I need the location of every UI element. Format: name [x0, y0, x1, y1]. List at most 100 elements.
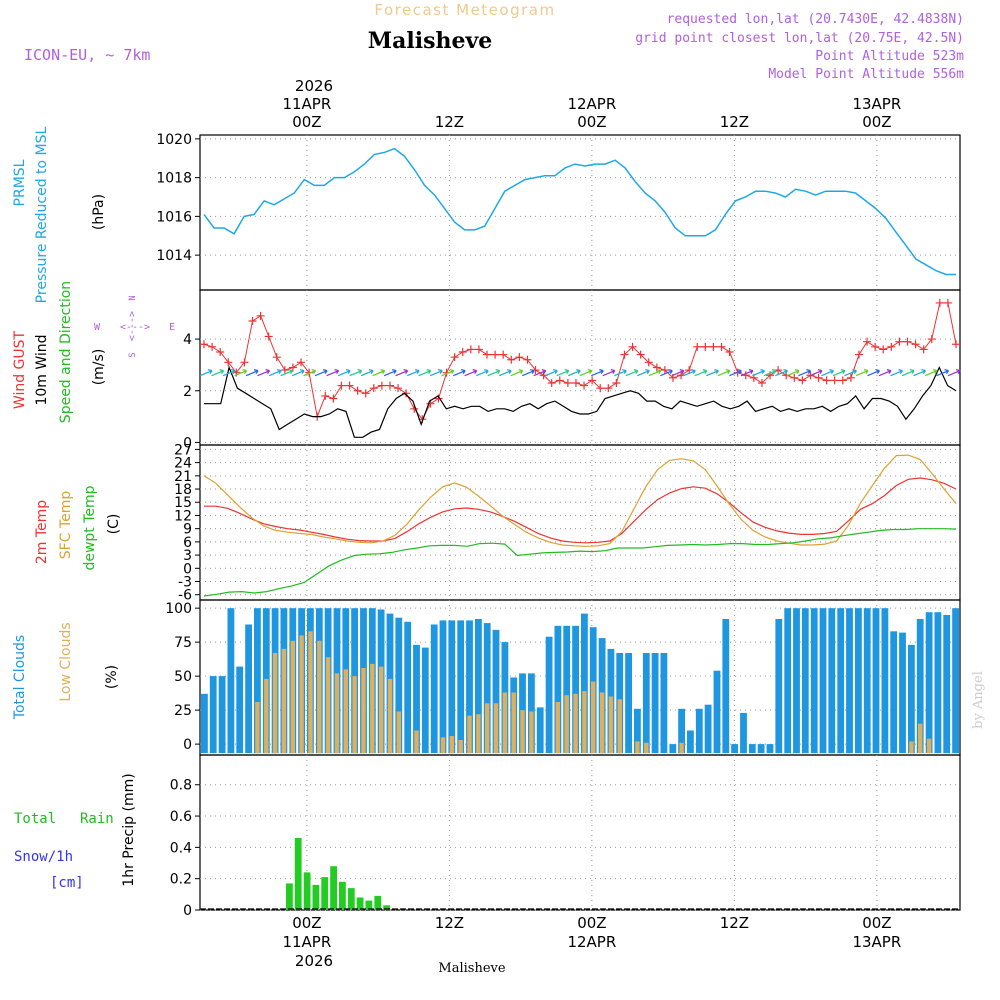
total-cloud-bar [784, 608, 792, 754]
wind-direction-arrow [694, 369, 708, 377]
wind-direction-arrow [280, 369, 294, 377]
panel-frame [199, 289, 961, 446]
wind-direction-arrow [567, 369, 581, 377]
gust-marker [919, 345, 928, 354]
y-tick-label: 1020 [156, 132, 192, 148]
top-date-label: 13APR [852, 95, 901, 113]
gust-marker [620, 350, 629, 359]
total-cloud-bar [863, 608, 871, 754]
y-tick-label: 0 [183, 561, 192, 577]
p1-unit: (hPa) [91, 194, 107, 230]
pressure-line [203, 147, 956, 276]
gust-marker [854, 350, 863, 359]
total-cloud-bar [908, 644, 915, 754]
y-tick-label: 18 [174, 482, 192, 498]
wind-direction-arrow [314, 369, 328, 377]
low-cloud-bar [926, 738, 932, 754]
gust-marker [790, 373, 799, 382]
total-cloud-bar [687, 730, 694, 754]
y-tick-label: 0 [183, 903, 192, 919]
wind-direction-arrow [521, 369, 535, 377]
gust-marker [887, 342, 896, 351]
gust-marker [604, 384, 613, 393]
low-cloud-bar [396, 711, 401, 754]
rain-bar [312, 884, 320, 910]
total-cloud-bar [404, 621, 412, 754]
p3-label-2m: 2m Temp [34, 500, 50, 564]
total-cloud-bar [572, 625, 579, 754]
gust-marker [321, 391, 330, 400]
p4-unit: (%) [104, 665, 120, 689]
p5-unit: 1hr Precip (mm) [121, 773, 137, 886]
total-cloud-bar [775, 619, 783, 754]
gust-marker [208, 342, 217, 351]
wind-direction-arrow [890, 369, 904, 377]
top-hour-label: 00Z [292, 113, 321, 131]
low-cloud-bar [608, 696, 614, 754]
p3-unit: (C) [106, 514, 122, 535]
panel-1: 1014 1016 1018 1020 [156, 132, 961, 291]
gust-marker [555, 376, 564, 385]
total-cloud-bar [545, 636, 553, 754]
y-tick-label: 1018 [156, 171, 192, 187]
total-cloud-bar [722, 619, 730, 754]
compass-east: E [169, 322, 175, 333]
gust-marker [329, 394, 338, 403]
gust-marker [385, 381, 394, 390]
low-cloud-bar [343, 669, 348, 754]
y-tick-label: 12 [174, 508, 192, 524]
low-cloud-bar [679, 742, 684, 754]
y-tick-label: 0.6 [170, 809, 192, 825]
bottom-hour-label: 00Z [292, 914, 321, 932]
total-cloud-bar [881, 608, 889, 754]
p1-label-msl: Pressure Reduced to MSL [34, 126, 50, 303]
bottom-date-label: 11APR [282, 933, 331, 951]
gust-marker [879, 345, 888, 354]
total-cloud-bar [801, 608, 809, 754]
bottom-time-axis: 2026 00Z11APR12Z00Z12APR12Z00Z13APR12Z [282, 914, 901, 970]
gust-marker [571, 379, 580, 387]
wind-direction-arrow [913, 369, 927, 377]
wind-direction-arrow [211, 369, 225, 377]
low-cloud-bar [529, 711, 534, 754]
low-cloud-bar [918, 723, 923, 754]
bottom-date-label: 12APR [567, 933, 616, 951]
wind-direction-arrow [510, 369, 524, 377]
gust-marker [863, 337, 872, 346]
total-cloud-bar [448, 620, 456, 754]
model-label: ICON-EU, ~ 7km [24, 46, 150, 64]
total-cloud-bar [899, 632, 906, 754]
dewpt-line [203, 528, 957, 597]
gust-marker [272, 353, 281, 362]
wind-direction-arrow [383, 369, 397, 377]
y-tick-label: 1014 [156, 248, 192, 264]
gust-marker [507, 355, 516, 364]
low-cloud-bar [290, 640, 295, 754]
y-tick-label: 15 [174, 495, 192, 511]
wind-direction-arrow [809, 369, 823, 377]
low-cloud-bar [555, 702, 561, 754]
bottom-year-label: 2026 [295, 952, 333, 970]
total-cloud-bar [740, 712, 747, 754]
total-cloud-bar [925, 612, 933, 754]
y-tick-label: 2 [183, 384, 192, 400]
p5-label-rain: Rain [80, 811, 114, 827]
gust-marker [297, 358, 306, 367]
low-cloud-bar [458, 740, 463, 754]
y-tick-label: 100 [165, 601, 192, 617]
gust-marker [911, 340, 920, 349]
p2-label-gust: Wind GUST [12, 330, 28, 409]
wind-direction-arrow [556, 369, 570, 377]
total-cloud-bar [916, 619, 924, 754]
low-cloud-bar [467, 715, 472, 754]
gust-marker [717, 342, 726, 351]
total-cloud-bar [766, 744, 774, 754]
gust-marker [701, 342, 710, 351]
total-cloud-bar [704, 704, 712, 754]
bottom-hour-label: 12Z [435, 914, 464, 932]
low-cloud-bar [644, 742, 649, 754]
total-cloud-bar [430, 624, 438, 754]
p1-label-prmsl: PRMSL [12, 159, 28, 206]
p2-label-dir: Speed and Direction [58, 281, 74, 423]
